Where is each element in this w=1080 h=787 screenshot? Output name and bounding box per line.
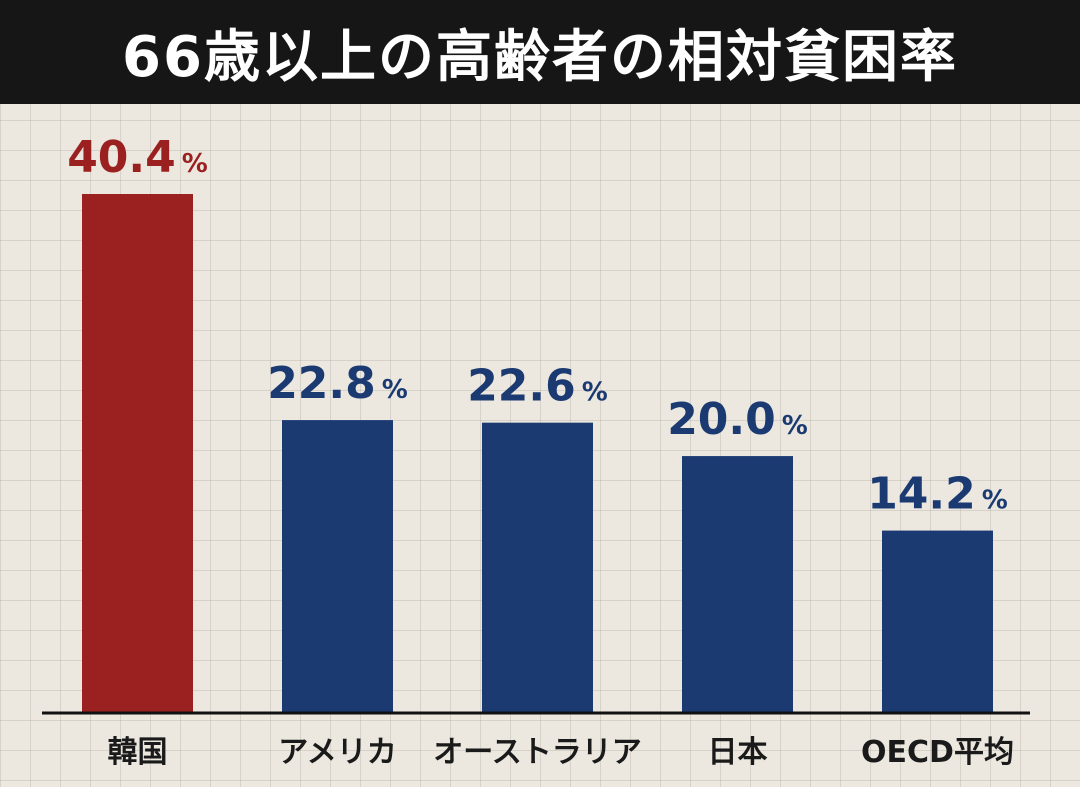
bar-label-korea: 韓国 [108,735,168,770]
labels-layer: 40.4 % 韓国 22.8 % アメリカ 22.6 % オーストラリア 20.0 % 日本 14.2%… [67,132,1014,770]
data-label-oecd-average: 14.2% [867,469,1008,520]
bar-label-australia: オーストラリア [433,735,642,770]
bar-oecd-average [882,530,993,713]
bar-label-japan: 日本 [708,735,768,770]
bar-japan [682,456,793,713]
bar-label-oecd-average: OECD平均 [861,735,1014,770]
chart-title: 66歳以上の高齢者の相対貧困率 [122,24,958,90]
title-bar: 66歳以上の高齢者の相対貧困率 [0,0,1080,104]
data-label-korea: 40.4% [67,132,208,183]
data-label-usa: 22.8% [267,358,408,409]
data-label-japan: 20.0% [667,394,808,445]
bar-label-usa: アメリカ [278,735,397,770]
bar-australia [482,422,593,713]
bar-usa [282,420,393,713]
bars-layer [82,194,993,713]
data-label-australia: 22.6% [467,361,608,412]
bar-korea [82,194,193,713]
